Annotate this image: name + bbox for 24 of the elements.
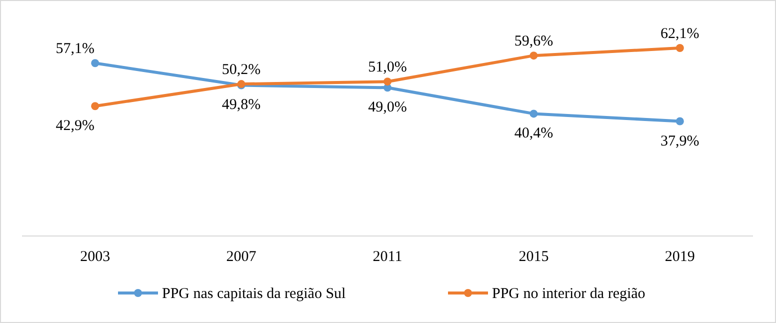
data-label: 62,1% xyxy=(660,26,700,42)
point xyxy=(676,117,684,126)
data-label: 49,8% xyxy=(222,97,261,114)
x-tick-label: 2003 xyxy=(80,249,110,265)
x-tick-label: 2019 xyxy=(664,249,695,265)
data-label: 42,9% xyxy=(56,118,94,134)
legend-label: PPG no interior da região xyxy=(492,286,646,302)
data-label: 49,0% xyxy=(368,100,407,116)
data-label: 37,9% xyxy=(660,133,700,150)
data-label: 40,4% xyxy=(514,126,554,142)
point xyxy=(91,59,100,68)
x-tick-label: 2015 xyxy=(518,249,549,265)
data-label: 50,2% xyxy=(222,62,261,78)
point xyxy=(530,110,538,118)
data-label: 57,1% xyxy=(56,41,94,58)
x-tick-label: 2007 xyxy=(226,249,257,265)
legend-label: PPG nas capitais da região Sul xyxy=(162,286,346,302)
point xyxy=(530,52,538,60)
point xyxy=(384,78,392,86)
point xyxy=(91,102,100,110)
x-tick-label: 2011 xyxy=(372,249,402,265)
point xyxy=(676,44,684,52)
data-label: 59,6% xyxy=(514,34,554,50)
data-label: 51,0% xyxy=(368,60,407,76)
